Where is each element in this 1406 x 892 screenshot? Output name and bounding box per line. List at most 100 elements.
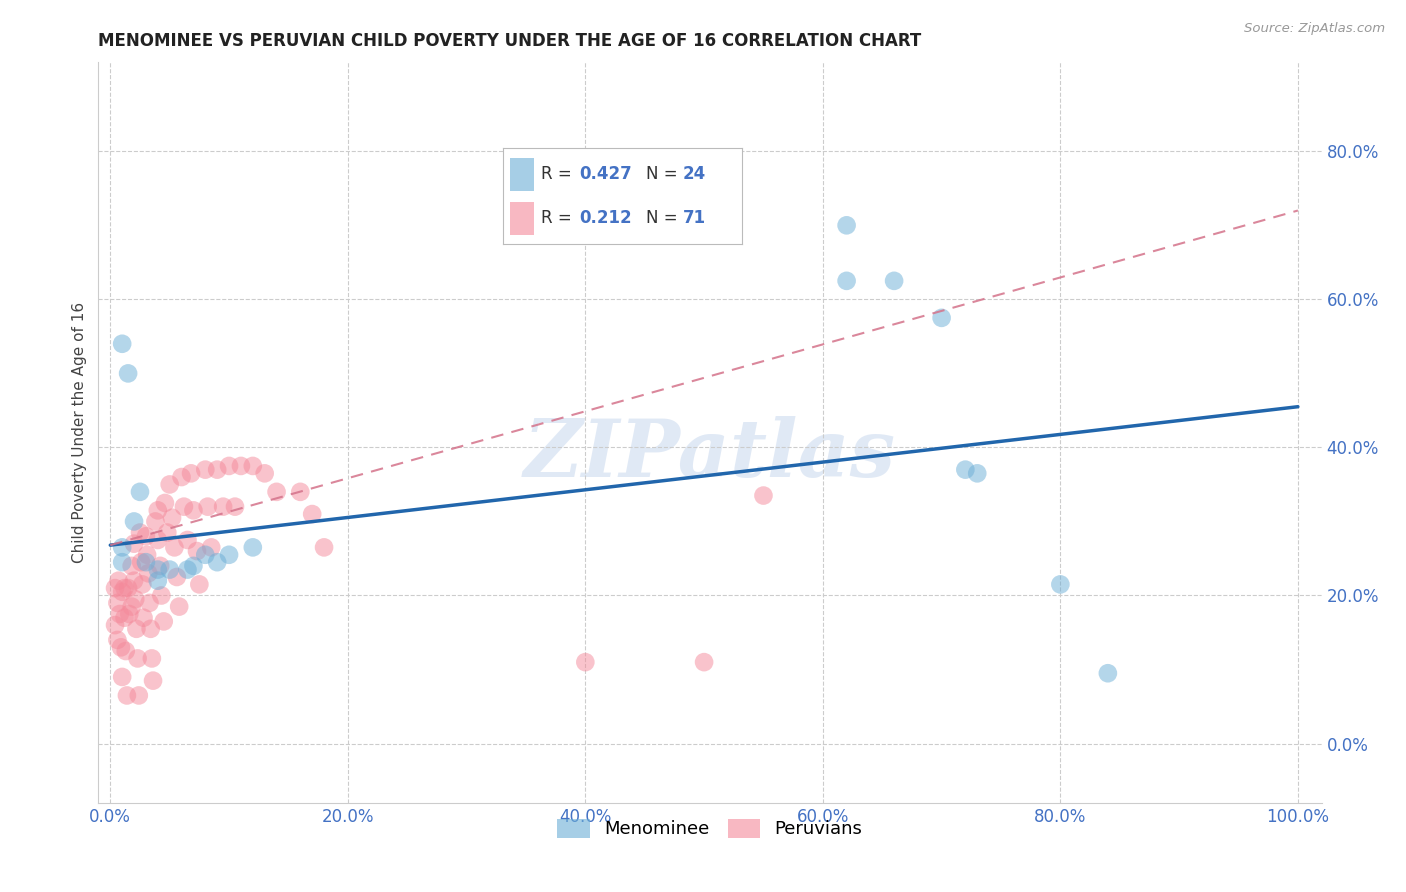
Point <box>142 673 165 688</box>
Point <box>135 529 157 543</box>
Point <box>194 548 217 562</box>
Point <box>110 640 132 655</box>
Point <box>253 467 276 481</box>
Point <box>183 503 205 517</box>
Point <box>139 622 162 636</box>
Bar <box>510 202 534 235</box>
Point <box>1049 577 1071 591</box>
Point <box>153 496 176 510</box>
Point <box>125 622 148 636</box>
Point <box>104 581 127 595</box>
Point <box>111 670 134 684</box>
Point <box>156 525 179 540</box>
Point <box>176 563 198 577</box>
Point <box>224 500 246 514</box>
Text: N =: N = <box>647 210 678 227</box>
Point <box>129 484 152 499</box>
Point <box>115 689 138 703</box>
Point <box>173 500 195 514</box>
Point <box>159 563 181 577</box>
Point <box>128 689 150 703</box>
Point <box>138 596 160 610</box>
Point <box>114 610 136 624</box>
Point <box>835 274 858 288</box>
Point <box>163 541 186 555</box>
Point <box>141 651 163 665</box>
Point <box>149 558 172 573</box>
Text: Source: ZipAtlas.com: Source: ZipAtlas.com <box>1244 22 1385 36</box>
Text: 71: 71 <box>682 210 706 227</box>
Point <box>150 589 173 603</box>
Point <box>117 367 139 381</box>
Point <box>122 574 145 588</box>
Point <box>883 274 905 288</box>
Text: MENOMINEE VS PERUVIAN CHILD POVERTY UNDER THE AGE OF 16 CORRELATION CHART: MENOMINEE VS PERUVIAN CHILD POVERTY UNDE… <box>98 32 922 50</box>
Point <box>131 577 153 591</box>
Point <box>290 484 312 499</box>
Text: N =: N = <box>647 165 678 183</box>
Text: R =: R = <box>541 210 572 227</box>
Point <box>146 533 169 547</box>
Point <box>242 458 264 473</box>
Point <box>312 541 335 555</box>
Point <box>574 655 596 669</box>
Point <box>200 541 222 555</box>
Point <box>132 610 155 624</box>
Point <box>107 596 129 610</box>
Point <box>752 489 775 503</box>
Point <box>152 615 174 629</box>
Point <box>111 584 134 599</box>
Text: 0.427: 0.427 <box>579 165 633 183</box>
Point <box>111 541 134 555</box>
Point <box>121 558 143 573</box>
Point <box>166 570 188 584</box>
Point <box>124 592 146 607</box>
Point <box>135 555 157 569</box>
Point <box>835 219 858 233</box>
Point <box>159 477 181 491</box>
Point <box>176 533 198 547</box>
Point <box>266 484 288 499</box>
Point <box>136 566 159 581</box>
Point <box>1097 666 1119 681</box>
Point <box>180 467 202 481</box>
Point <box>218 458 240 473</box>
Point <box>121 599 143 614</box>
Point <box>966 467 988 481</box>
Point <box>127 651 149 665</box>
Point <box>194 462 217 476</box>
Text: 0.212: 0.212 <box>579 210 631 227</box>
Point <box>955 462 977 476</box>
Bar <box>510 158 534 191</box>
Point <box>931 310 953 325</box>
Point <box>218 548 240 562</box>
Point <box>104 618 127 632</box>
Point <box>146 574 169 588</box>
Point <box>212 500 235 514</box>
Point <box>111 336 134 351</box>
Point <box>129 555 152 569</box>
Point <box>114 644 136 658</box>
Point <box>170 470 193 484</box>
Point <box>197 500 219 514</box>
Point <box>107 632 129 647</box>
Point <box>183 558 205 573</box>
Point <box>167 599 190 614</box>
Point <box>205 555 228 569</box>
Point <box>205 462 228 476</box>
Legend: Menominee, Peruvians: Menominee, Peruvians <box>550 812 870 846</box>
Point <box>146 503 169 517</box>
Point <box>186 544 208 558</box>
Point <box>229 458 252 473</box>
Point <box>122 536 145 550</box>
Point <box>160 510 183 524</box>
Point <box>118 607 141 621</box>
Point <box>301 507 323 521</box>
Point <box>136 548 159 562</box>
Y-axis label: Child Poverty Under the Age of 16: Child Poverty Under the Age of 16 <box>72 302 87 563</box>
Point <box>111 555 134 569</box>
Text: ZIPatlas: ZIPatlas <box>524 416 896 493</box>
Point <box>145 515 167 529</box>
Point <box>122 515 145 529</box>
Point <box>114 581 136 595</box>
